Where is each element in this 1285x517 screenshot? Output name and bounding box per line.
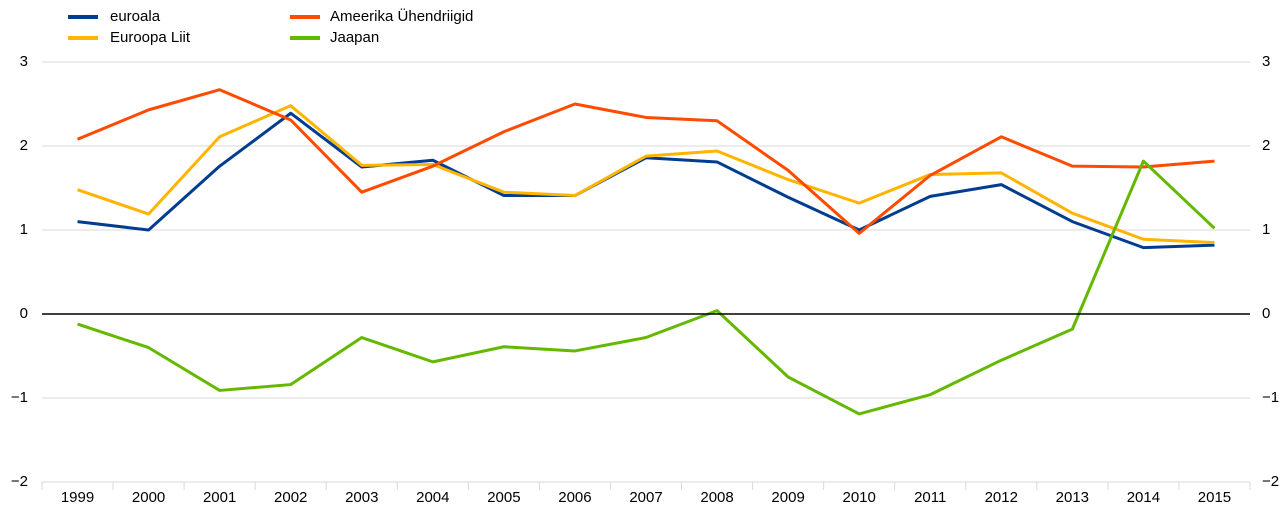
x-tick-label: 2013	[1056, 489, 1089, 506]
x-tick-label: 2004	[416, 489, 449, 506]
y2-tick-label: 3	[1262, 53, 1270, 70]
x-tick-label: 2009	[771, 489, 804, 506]
x-tick-label: 2012	[985, 489, 1018, 506]
legend-label: Jaapan	[330, 29, 379, 46]
legend-label: Euroopa Liit	[110, 29, 191, 46]
y-tick-label: 2	[20, 137, 28, 154]
series-line	[76, 88, 1215, 235]
y-tick-label: 3	[20, 53, 28, 70]
x-tick-label: 2003	[345, 489, 378, 506]
series-line	[77, 159, 1216, 416]
x-tick-label: 2005	[487, 489, 520, 506]
x-tick-label: 2008	[700, 489, 733, 506]
y2-tick-label: 1	[1262, 221, 1270, 238]
x-tick-label: 2006	[558, 489, 591, 506]
legend-label: euroala	[110, 8, 161, 25]
x-tick-label: 2002	[274, 489, 307, 506]
x-tick-label: 2010	[842, 489, 875, 506]
y-tick-label: −1	[11, 389, 28, 406]
x-tick-label: 2007	[629, 489, 662, 506]
x-tick-label: 1999	[61, 489, 94, 506]
y-tick-label: 0	[20, 305, 28, 322]
y2-tick-label: −1	[1262, 389, 1279, 406]
y2-tick-label: 0	[1262, 305, 1270, 322]
y2-tick-label: 2	[1262, 137, 1270, 154]
x-tick-label: 2000	[132, 489, 165, 506]
x-tick-label: 2015	[1198, 489, 1231, 506]
x-tick-label: 2001	[203, 489, 236, 506]
series-line	[77, 111, 1215, 250]
y2-tick-label: −2	[1262, 473, 1279, 490]
legend-label: Ameerika Ühendriigid	[330, 7, 473, 25]
y-tick-label: 1	[20, 221, 28, 238]
y-tick-label: −2	[11, 473, 28, 490]
x-tick-label: 2014	[1127, 489, 1160, 506]
series-line	[77, 104, 1215, 245]
x-tick-label: 2011	[914, 489, 946, 506]
